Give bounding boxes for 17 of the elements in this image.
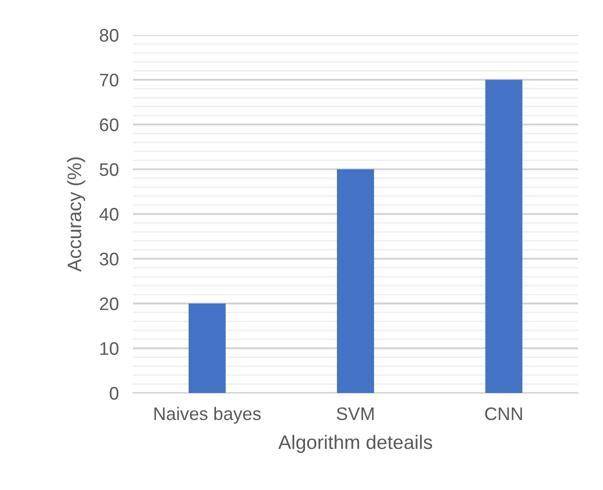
bar bbox=[188, 304, 226, 393]
y-tick-label: 0 bbox=[110, 386, 118, 400]
y-axis-title: Accuracy (%) bbox=[67, 157, 86, 272]
x-tick-label: SVM bbox=[336, 407, 374, 420]
y-tick-label: 70 bbox=[100, 74, 118, 86]
y-tick-label: 40 bbox=[99, 208, 118, 221]
x-axis-title: Algorithm deteails bbox=[278, 434, 432, 453]
bar bbox=[485, 80, 522, 393]
y-tick-label: 80 bbox=[100, 28, 118, 42]
y-tick-label: 60 bbox=[100, 118, 118, 132]
y-tick-label: 10 bbox=[100, 342, 118, 355]
x-tick-label: Naives bayes bbox=[154, 406, 261, 424]
y-tick-label: 20 bbox=[100, 297, 118, 310]
bar bbox=[336, 169, 374, 393]
y-tick-label: 30 bbox=[100, 252, 118, 266]
y-tick-label: 50 bbox=[100, 163, 118, 176]
x-tick-label: CNN bbox=[485, 407, 522, 420]
